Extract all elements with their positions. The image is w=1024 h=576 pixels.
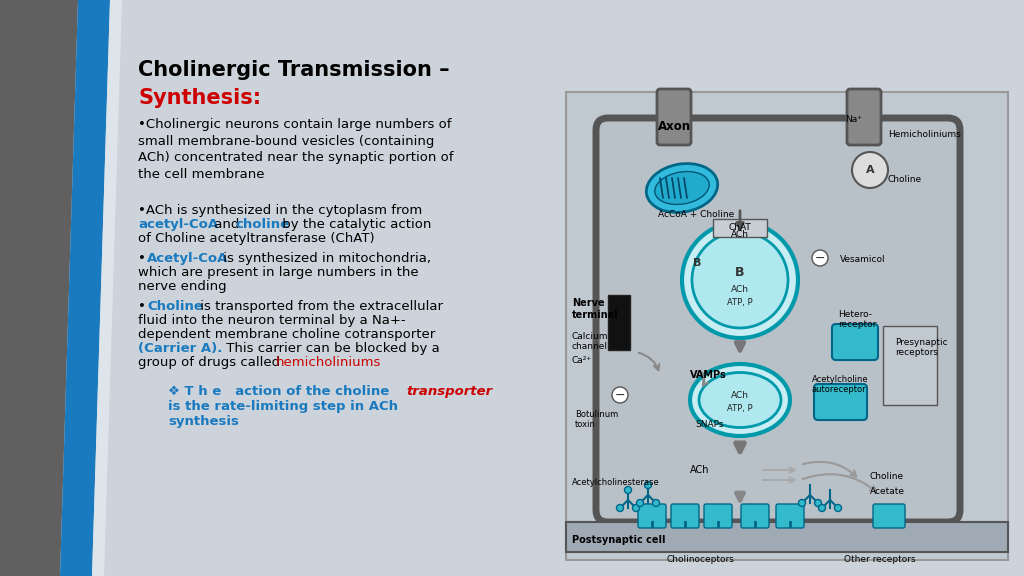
- Circle shape: [852, 152, 888, 188]
- Text: Axon: Axon: [657, 120, 690, 133]
- Text: ❖ T h e   action of the choline: ❖ T h e action of the choline: [168, 385, 394, 398]
- Polygon shape: [60, 0, 110, 576]
- Text: B: B: [735, 266, 744, 279]
- Text: •: •: [138, 300, 145, 313]
- FancyBboxPatch shape: [671, 504, 699, 528]
- Circle shape: [616, 505, 624, 511]
- Circle shape: [682, 222, 798, 338]
- Text: Choline: Choline: [870, 472, 904, 481]
- Text: •: •: [138, 252, 145, 265]
- Text: Synthesis:: Synthesis:: [138, 88, 261, 108]
- Text: •Cholinergic neurons contain large numbers of
small membrane-bound vesicles (con: •Cholinergic neurons contain large numbe…: [138, 118, 454, 180]
- Text: Hetero-
receptor: Hetero- receptor: [838, 310, 877, 329]
- Text: ACh: ACh: [731, 230, 749, 239]
- Text: ATP, P: ATP, P: [727, 404, 753, 412]
- FancyBboxPatch shape: [705, 504, 732, 528]
- FancyBboxPatch shape: [657, 89, 691, 145]
- Text: transporter: transporter: [406, 385, 493, 398]
- Circle shape: [625, 487, 632, 494]
- Text: Postsynaptic cell: Postsynaptic cell: [572, 535, 666, 545]
- Text: Na⁺: Na⁺: [845, 115, 862, 124]
- Circle shape: [799, 499, 806, 506]
- Text: dependent membrane choline cotransporter: dependent membrane choline cotransporter: [138, 328, 435, 341]
- Text: group of drugs called: group of drugs called: [138, 356, 285, 369]
- Text: choline: choline: [234, 218, 289, 231]
- Text: which are present in large numbers in the: which are present in large numbers in th…: [138, 266, 419, 279]
- Text: Acetylcholinesterase: Acetylcholinesterase: [572, 478, 659, 487]
- FancyBboxPatch shape: [608, 295, 630, 350]
- Text: Calcium
channel: Calcium channel: [572, 332, 608, 351]
- FancyBboxPatch shape: [831, 324, 878, 360]
- Text: A: A: [865, 165, 874, 175]
- Text: Cholinergic Transmission –: Cholinergic Transmission –: [138, 60, 450, 80]
- Ellipse shape: [646, 164, 718, 213]
- Text: −: −: [614, 388, 626, 401]
- Text: synthesis: synthesis: [168, 415, 239, 428]
- Text: is transported from the extracellular: is transported from the extracellular: [196, 300, 443, 313]
- Circle shape: [633, 505, 640, 511]
- Text: SNAPs: SNAPs: [695, 420, 724, 429]
- Circle shape: [818, 505, 825, 511]
- Ellipse shape: [654, 172, 710, 204]
- Text: Botulinum
toxin: Botulinum toxin: [575, 410, 618, 429]
- Text: Hemicholiniums: Hemicholiniums: [888, 130, 961, 139]
- Text: Choline: Choline: [888, 175, 923, 184]
- Text: by the catalytic action: by the catalytic action: [278, 218, 431, 231]
- Text: hemicholiniums: hemicholiniums: [276, 356, 381, 369]
- Text: VAMPs: VAMPs: [690, 370, 727, 380]
- Circle shape: [812, 250, 828, 266]
- Text: and: and: [210, 218, 244, 231]
- Text: Acetylcholine
autoreceptor: Acetylcholine autoreceptor: [812, 375, 868, 395]
- Text: ATP, P: ATP, P: [727, 298, 753, 307]
- FancyBboxPatch shape: [847, 89, 881, 145]
- Text: ACh: ACh: [731, 285, 749, 294]
- FancyBboxPatch shape: [566, 522, 1008, 552]
- Text: acetyl-CoA: acetyl-CoA: [138, 218, 218, 231]
- Polygon shape: [0, 0, 78, 576]
- FancyBboxPatch shape: [596, 118, 961, 522]
- Text: AcCoA + Choline: AcCoA + Choline: [657, 210, 734, 219]
- FancyBboxPatch shape: [883, 326, 937, 405]
- Text: ACh: ACh: [731, 391, 749, 400]
- Text: −: −: [815, 252, 825, 264]
- Text: is synthesized in mitochondria,: is synthesized in mitochondria,: [219, 252, 431, 265]
- FancyBboxPatch shape: [638, 504, 666, 528]
- Text: •ACh is synthesized in the cytoplasm from: •ACh is synthesized in the cytoplasm fro…: [138, 204, 422, 217]
- Ellipse shape: [699, 373, 781, 427]
- Text: of Choline acetyltransferase (ChAT): of Choline acetyltransferase (ChAT): [138, 232, 375, 245]
- FancyBboxPatch shape: [814, 384, 867, 420]
- Text: This carrier can be blocked by a: This carrier can be blocked by a: [222, 342, 439, 355]
- Text: ChAT: ChAT: [729, 223, 752, 233]
- Circle shape: [644, 482, 651, 488]
- Circle shape: [612, 387, 628, 403]
- Text: (Carrier A).: (Carrier A).: [138, 342, 222, 355]
- FancyBboxPatch shape: [873, 504, 905, 528]
- Text: Other receptors: Other receptors: [844, 555, 915, 564]
- Text: Acetyl-CoA: Acetyl-CoA: [147, 252, 228, 265]
- Text: is the rate-limiting step in ACh: is the rate-limiting step in ACh: [168, 400, 398, 413]
- Circle shape: [835, 505, 842, 511]
- Text: Ca²⁺: Ca²⁺: [572, 356, 592, 365]
- FancyBboxPatch shape: [741, 504, 769, 528]
- Text: Vesamicol: Vesamicol: [840, 255, 886, 264]
- Ellipse shape: [690, 364, 790, 436]
- Text: Acetate: Acetate: [870, 487, 905, 496]
- FancyBboxPatch shape: [713, 219, 767, 237]
- Text: fluid into the neuron terminal by a Na+-: fluid into the neuron terminal by a Na+-: [138, 314, 406, 327]
- Text: ACh: ACh: [690, 465, 710, 475]
- FancyBboxPatch shape: [776, 504, 804, 528]
- Text: Choline: Choline: [147, 300, 203, 313]
- Text: Presynaptic
receptors: Presynaptic receptors: [895, 338, 947, 357]
- Polygon shape: [92, 0, 122, 576]
- Text: nerve ending: nerve ending: [138, 280, 226, 293]
- Circle shape: [814, 499, 821, 506]
- Circle shape: [652, 499, 659, 506]
- Text: Nerve
terminal: Nerve terminal: [572, 298, 618, 320]
- Text: Cholinoceptors: Cholinoceptors: [666, 555, 734, 564]
- Circle shape: [637, 499, 643, 506]
- Circle shape: [692, 232, 788, 328]
- Text: B: B: [693, 258, 701, 268]
- FancyBboxPatch shape: [566, 92, 1008, 560]
